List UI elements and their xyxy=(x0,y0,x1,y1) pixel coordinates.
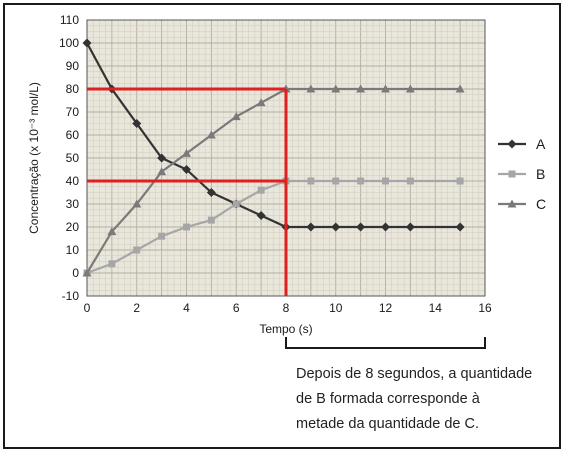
x-tick-label: 2 xyxy=(133,301,140,315)
data-series xyxy=(82,38,465,277)
series-c-point xyxy=(182,148,191,157)
y-tick-label: 80 xyxy=(66,82,80,96)
series-b-point xyxy=(332,177,340,185)
note-line-3: metade da quantidade de C. xyxy=(296,416,479,432)
series-b-point xyxy=(108,260,116,268)
series-a-point xyxy=(157,153,167,163)
series-c-point xyxy=(356,84,366,93)
series-b-point xyxy=(183,223,190,231)
legend-item-c: C xyxy=(498,196,546,212)
highlight-lines xyxy=(87,87,288,296)
series-b-point xyxy=(158,232,166,240)
series-b-point xyxy=(232,200,240,208)
series-c-point xyxy=(206,130,216,139)
x-axis-ticks: 0 2 4 6 8 10 12 14 16 xyxy=(84,301,492,315)
y-tick-label: 110 xyxy=(60,13,79,27)
legend-marker-c xyxy=(507,199,517,208)
series-c-point xyxy=(331,84,341,93)
x-tick-label: 14 xyxy=(429,301,443,315)
x-tick-label: 16 xyxy=(478,301,492,315)
series-b-point xyxy=(133,246,141,254)
series-a-point xyxy=(455,222,465,232)
y-tick-label: 50 xyxy=(66,151,80,165)
series-c-point xyxy=(405,84,415,93)
note-line-1: Depois de 8 segundos, a quantidade xyxy=(296,366,533,382)
x-axis-label: Tempo (s) xyxy=(259,322,312,336)
series-b-point xyxy=(456,177,464,185)
series-c-point xyxy=(256,98,266,107)
legend-label-c: C xyxy=(536,196,546,212)
y-tick-label: 90 xyxy=(66,59,80,73)
legend-label-a: A xyxy=(536,136,546,152)
series-a-point xyxy=(405,222,415,232)
series-c-point xyxy=(306,84,316,93)
y-tick-label: 60 xyxy=(66,128,80,142)
x-tick-label: 8 xyxy=(283,301,290,315)
series-a-point xyxy=(256,211,266,220)
series-c-point xyxy=(231,112,241,121)
legend-label-b: B xyxy=(536,166,545,182)
y-tick-label: 20 xyxy=(66,220,80,234)
series-a-point xyxy=(132,119,142,128)
x-tick-label: 4 xyxy=(183,301,190,315)
series-a-point xyxy=(82,38,92,48)
y-tick-label: 30 xyxy=(66,197,80,211)
x-tick-label: 0 xyxy=(84,301,91,315)
legend-marker-a xyxy=(507,139,517,149)
note-line-2: de B formada corresponde à xyxy=(296,391,480,407)
y-axis-label: Concentração (x 10⁻³ mol/L) xyxy=(27,82,41,234)
series-c-point xyxy=(82,268,92,277)
x-tick-label: 12 xyxy=(379,301,393,315)
series-b-point xyxy=(257,186,265,194)
series-c-point xyxy=(107,227,117,236)
y-tick-label: 40 xyxy=(66,174,80,188)
legend-item-b: B xyxy=(498,166,545,182)
y-tick-label: 100 xyxy=(59,36,79,50)
y-tick-label: 10 xyxy=(66,243,80,257)
series-b-point xyxy=(406,177,414,185)
series-c-point xyxy=(157,167,167,176)
series-c-point xyxy=(381,84,390,93)
y-axis-ticks: -10 0 10 20 30 40 50 60 70 80 90 100 110 xyxy=(59,13,79,303)
series-c-point xyxy=(132,199,142,208)
series-a-point xyxy=(182,165,191,174)
time-range-bracket xyxy=(285,337,486,349)
x-tick-label: 6 xyxy=(233,301,240,315)
series-a-point xyxy=(206,188,216,197)
y-tick-label: 70 xyxy=(66,105,80,119)
series-b-point xyxy=(382,177,389,185)
series-c-point xyxy=(455,84,465,93)
series-a-point xyxy=(356,222,366,232)
legend-marker-b xyxy=(508,170,516,178)
series-a-point xyxy=(331,222,341,232)
x-tick-label: 10 xyxy=(329,301,343,315)
legend-item-a: A xyxy=(498,136,546,152)
y-tick-label: -10 xyxy=(62,289,80,303)
series-a-point xyxy=(381,222,390,232)
series-a-point xyxy=(306,222,316,232)
y-tick-label: 0 xyxy=(72,266,79,280)
series-b-point xyxy=(207,216,215,224)
legend: ABC xyxy=(498,136,546,212)
series-b-point xyxy=(357,177,365,185)
explanation-note: Depois de 8 segundos, a quantidade de B … xyxy=(296,362,546,437)
series-b-point xyxy=(307,177,315,185)
